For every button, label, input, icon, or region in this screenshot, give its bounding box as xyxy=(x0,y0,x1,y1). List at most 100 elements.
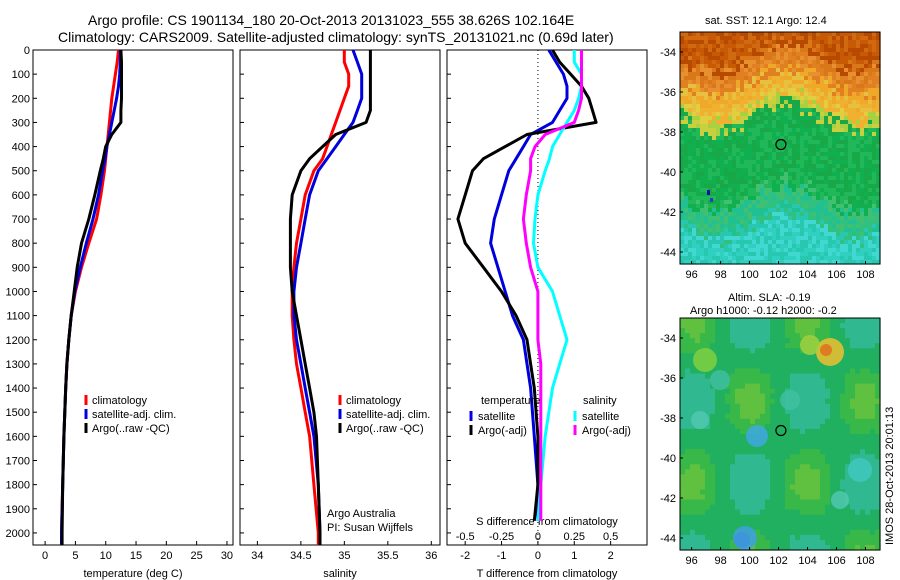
map-cell xyxy=(830,403,836,410)
map-cell xyxy=(860,454,866,460)
map-cell xyxy=(848,152,853,157)
map-cell xyxy=(688,180,693,185)
map-cell xyxy=(860,80,865,85)
map-cell xyxy=(708,160,713,165)
map-cell xyxy=(810,459,816,465)
map-cell xyxy=(775,484,781,491)
map-cell xyxy=(752,176,757,181)
map-cell xyxy=(800,188,805,193)
map-cell xyxy=(765,449,771,455)
map-cell xyxy=(770,388,776,395)
map-cell xyxy=(750,524,756,531)
map-cell xyxy=(680,124,685,129)
map-cell xyxy=(832,44,837,49)
map-cell xyxy=(688,48,693,53)
map-cell xyxy=(860,509,866,516)
map-cell xyxy=(716,144,721,149)
map-cell xyxy=(800,494,806,501)
map-cell xyxy=(832,172,837,177)
map-cell xyxy=(840,212,845,217)
map-cell xyxy=(716,208,721,213)
map-cell xyxy=(808,200,813,205)
map-cell xyxy=(856,232,861,237)
map-cell xyxy=(875,534,881,541)
map-cell xyxy=(684,156,689,161)
map-cell xyxy=(784,36,789,41)
map-cell xyxy=(690,479,696,486)
map-cell xyxy=(760,184,765,189)
map-cell xyxy=(785,444,791,450)
lat-tick-label: -44 xyxy=(660,533,676,545)
map-cell xyxy=(685,388,691,395)
map-cell xyxy=(784,40,789,45)
map-cell xyxy=(775,514,781,521)
map-cell xyxy=(768,252,773,257)
map-cell xyxy=(724,256,729,261)
map-cell xyxy=(752,192,757,197)
map-cell xyxy=(685,373,691,380)
map-cell xyxy=(852,96,857,101)
map-cell xyxy=(860,140,865,145)
map-cell xyxy=(800,408,806,415)
map-cell xyxy=(704,144,709,149)
map-cell xyxy=(805,484,811,491)
map-cell xyxy=(770,413,776,420)
map-cell xyxy=(845,444,851,450)
map-cell xyxy=(740,514,746,521)
map-cell xyxy=(780,524,786,531)
map-cell xyxy=(748,108,753,113)
map-cell xyxy=(705,479,711,486)
map-cell xyxy=(855,524,861,531)
map-cell xyxy=(720,403,726,410)
map-cell xyxy=(796,248,801,253)
map-cell xyxy=(692,160,697,165)
map-cell xyxy=(868,244,873,249)
temperature-axes xyxy=(32,49,234,546)
map-cell xyxy=(784,156,789,161)
map-cell xyxy=(844,36,849,41)
map-cell xyxy=(684,220,689,225)
map-cell xyxy=(680,474,686,480)
map-cell xyxy=(704,184,709,189)
map-cell xyxy=(775,474,781,480)
map-cell xyxy=(864,232,869,237)
map-cell xyxy=(760,260,765,265)
map-cell xyxy=(840,373,846,380)
map-cell xyxy=(820,200,825,205)
map-cell xyxy=(820,232,825,237)
map-cell xyxy=(770,428,776,435)
map-cell xyxy=(784,184,789,189)
map-cell xyxy=(876,44,881,49)
map-cell xyxy=(815,318,821,324)
map-cell xyxy=(870,373,876,380)
map-cell xyxy=(816,60,821,65)
map-cell xyxy=(732,72,737,77)
map-cell xyxy=(760,252,765,257)
map-cell xyxy=(685,398,691,405)
map-cell xyxy=(785,499,791,506)
map-cell xyxy=(825,459,831,465)
map-cell xyxy=(848,188,853,193)
map-cell xyxy=(732,236,737,241)
map-cell xyxy=(700,184,705,189)
map-cell xyxy=(825,418,831,425)
map-cell xyxy=(764,236,769,241)
map-cell xyxy=(730,373,736,380)
map-cell xyxy=(810,373,816,380)
map-cell xyxy=(776,184,781,189)
map-cell xyxy=(836,240,841,245)
map-cell xyxy=(680,464,686,470)
map-cell xyxy=(770,398,776,405)
map-cell xyxy=(696,64,701,69)
map-cell xyxy=(864,32,869,37)
map-cell xyxy=(765,363,771,370)
map-cell xyxy=(724,152,729,157)
sla-title-line2: Argo h1000: -0.12 h2000: -0.2 xyxy=(690,305,837,317)
map-cell xyxy=(705,434,711,440)
map-cell xyxy=(816,180,821,185)
depth-tick-label: 1900 xyxy=(6,504,30,516)
map-cell xyxy=(712,108,717,113)
map-cell xyxy=(832,212,837,217)
map-cell xyxy=(784,76,789,81)
map-cell xyxy=(860,236,865,241)
